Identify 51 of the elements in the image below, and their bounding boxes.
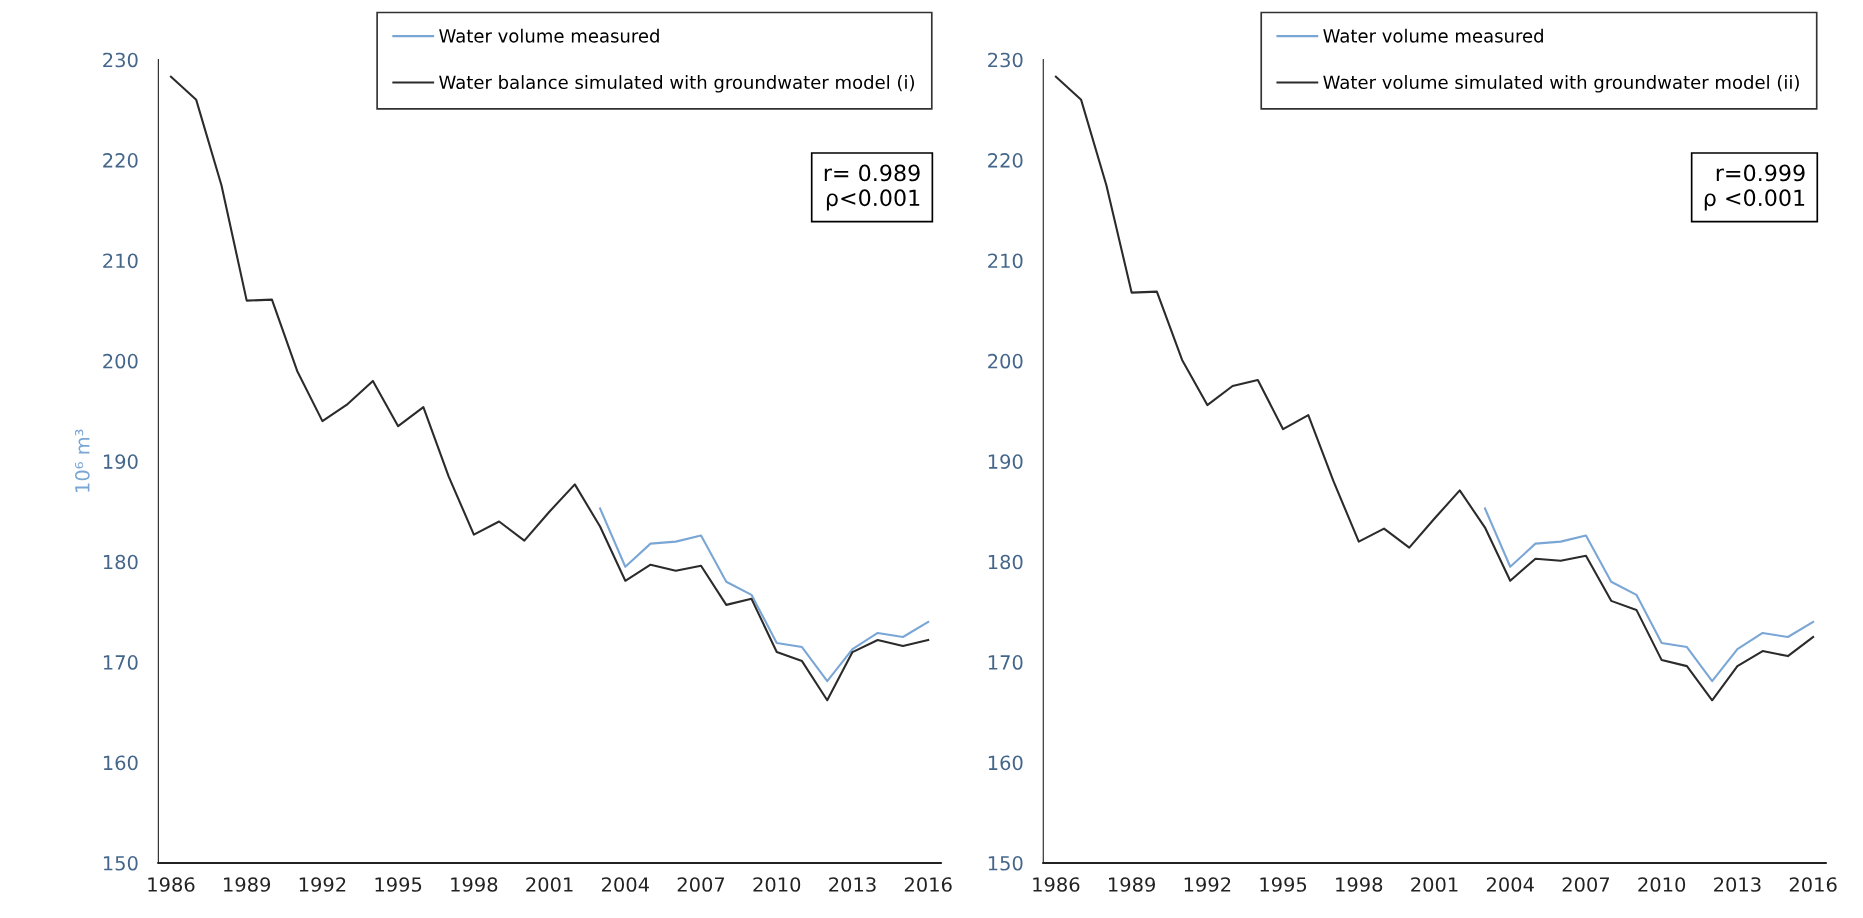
x-tick-label: 1986 [1033, 877, 1080, 892]
x-tick-label: 2007 [677, 877, 725, 892]
y-tick-label: 210 [103, 253, 138, 269]
x-tick-label: 2004 [1486, 877, 1534, 892]
legend-label: Water volume simulated with groundwater model (ii) [1323, 75, 1799, 93]
x-tick-label: 1998 [451, 877, 498, 892]
legend-label: Water volume measured [439, 28, 659, 43]
line-series [599, 507, 930, 683]
annotation: r=0.999 ρ <0.001 [1704, 164, 1805, 211]
y-tick-label: 160 [103, 755, 138, 771]
x-tick-label: 1995 [375, 877, 422, 892]
y-tick-label: 160 [988, 755, 1023, 771]
y-tick-label: 220 [103, 153, 138, 168]
y-axis-title: 10⁶ m³ [74, 429, 90, 492]
x-tick-label: 2010 [753, 877, 801, 892]
y-tick-label: 180 [103, 554, 138, 570]
y-tick-label: 150 [103, 855, 138, 871]
y-tick-label: 170 [103, 655, 138, 670]
y-tick-label: 150 [988, 855, 1023, 871]
x-tick-label: 2001 [526, 877, 573, 892]
y-tick-label: 190 [988, 454, 1023, 469]
x-tick-label: 2010 [1638, 877, 1686, 892]
x-tick-label: 2007 [1562, 877, 1610, 892]
y-tick-label: 200 [103, 353, 138, 369]
x-tick-label: 1995 [1260, 877, 1307, 892]
line-series [169, 75, 930, 702]
y-tick-label: 210 [988, 253, 1023, 269]
y-tick-label: 220 [988, 153, 1023, 168]
line-series [1054, 75, 1815, 702]
line-series [1483, 507, 1815, 683]
y-tick-label: 190 [103, 454, 138, 469]
x-tick-label: 1986 [148, 877, 195, 892]
x-tick-label: 1992 [1184, 877, 1231, 892]
x-tick-label: 2013 [1714, 877, 1761, 892]
y-tick-label: 230 [988, 52, 1023, 68]
y-tick-label: 230 [103, 52, 138, 68]
x-tick-label: 1998 [1336, 877, 1383, 892]
annotation: r= 0.989 ρ<0.001 [824, 164, 920, 211]
x-tick-label: 1992 [299, 877, 346, 892]
y-tick-label: 180 [988, 554, 1023, 570]
x-tick-label: 2013 [829, 877, 876, 892]
y-tick-label: 170 [988, 655, 1023, 670]
x-tick-label: 1989 [224, 877, 271, 892]
x-tick-label: 1989 [1109, 877, 1155, 892]
x-tick-label: 2001 [1411, 877, 1458, 892]
x-tick-label: 2004 [601, 877, 649, 892]
x-tick-label: 2016 [1789, 877, 1837, 892]
y-tick-label: 200 [988, 353, 1023, 369]
legend-label: Water balance simulated with groundwater model (i) [439, 75, 914, 93]
x-tick-label: 2016 [904, 877, 952, 892]
legend-label: Water volume measured [1323, 28, 1543, 43]
